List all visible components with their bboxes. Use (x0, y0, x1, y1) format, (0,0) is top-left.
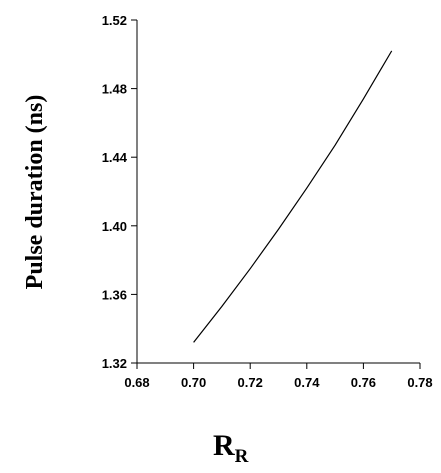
y-tick-label: 1.44 (102, 150, 128, 165)
x-axis-label-subscript: R (235, 446, 249, 467)
data-line (193, 50, 393, 343)
x-tick-label: 0.72 (238, 375, 263, 390)
x-tick-label: 0.70 (181, 375, 206, 390)
y-tick-label: 1.32 (102, 356, 127, 371)
x-axis-label-main: R (213, 429, 235, 462)
x-tick-label: 0.74 (294, 375, 320, 390)
y-tick-label: 1.52 (102, 13, 127, 28)
x-axis-label: RR (213, 429, 249, 467)
x-tick-label: 0.78 (407, 375, 432, 390)
y-tick-label: 1.40 (102, 219, 127, 234)
y-tick-label: 1.48 (102, 82, 127, 97)
x-tick-label: 0.68 (124, 375, 149, 390)
x-tick-label: 0.76 (351, 375, 376, 390)
y-tick-label: 1.36 (102, 287, 127, 302)
y-axis-label: Pulse duration (ns) (22, 95, 48, 290)
